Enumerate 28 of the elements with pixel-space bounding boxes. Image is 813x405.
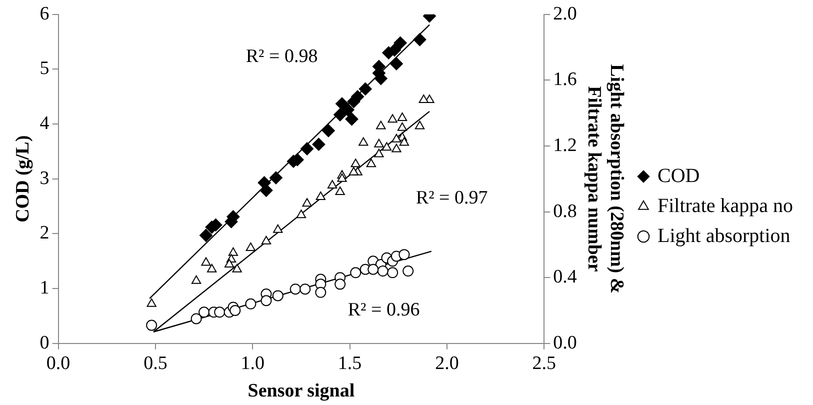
- y-tick-label: 3: [40, 168, 50, 189]
- y2-tick-label: 0.8: [553, 200, 577, 222]
- legend-label: Light absorption: [657, 224, 790, 247]
- x-tick-label: 0.0: [46, 352, 70, 374]
- x-tick-label: 0.5: [144, 352, 168, 374]
- x-tick-label: 2.5: [532, 352, 556, 374]
- y2-tick-label: 1.6: [553, 69, 577, 90]
- legend-label: Filtrate kappa no: [657, 194, 794, 217]
- y2-tick-label: 1.2: [553, 134, 577, 156]
- y-tick-label: 6: [40, 3, 50, 24]
- x-axis-title: Sensor signal: [248, 380, 355, 402]
- annotation: R² = 0.96: [348, 299, 420, 320]
- y2-axis-title: Light absorption (280nm) & Filtrate kappa number: [583, 64, 628, 294]
- y-tick-label: 4: [40, 113, 50, 134]
- y2-tick-label: 2.0: [553, 3, 577, 24]
- annotation: R² = 0.98: [246, 46, 318, 68]
- y2-tick-label: 0.0: [553, 332, 577, 354]
- y-axis-title: COD (g/L): [12, 135, 34, 222]
- y2-tick-label: 0.4: [553, 266, 578, 288]
- y-tick-label: 5: [40, 58, 50, 80]
- x-tick-label: 2.0: [435, 352, 459, 374]
- x-tick-label: 1.0: [240, 352, 265, 374]
- annotation: R² = 0.97: [416, 188, 488, 209]
- y-tick-label: 1: [40, 278, 50, 299]
- y-tick-label: 2: [40, 222, 50, 244]
- x-tick-label: 1.5: [338, 352, 362, 374]
- legend-label: COD: [657, 164, 700, 187]
- y-tick-label: 0: [40, 332, 50, 354]
